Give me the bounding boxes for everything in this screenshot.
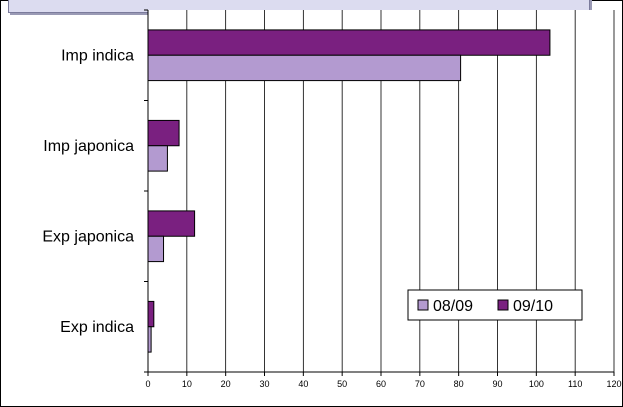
x-tick-label: 10 <box>182 379 192 389</box>
bar-08-09 <box>147 235 165 263</box>
x-tick-label: 90 <box>492 379 502 389</box>
bar-09-10 <box>147 29 551 56</box>
x-tick-label: 110 <box>568 379 582 389</box>
x-tick-label: 20 <box>221 379 231 389</box>
bar-08-09 <box>147 145 168 172</box>
x-tick-label: 70 <box>415 379 425 389</box>
bar-09-10 <box>147 210 196 237</box>
x-tick-label: 80 <box>454 379 464 389</box>
category-label: Imp indica <box>61 47 134 64</box>
bar-09-10 <box>147 300 155 328</box>
bar-09-10 <box>147 119 180 147</box>
x-tick-label: 40 <box>298 379 308 389</box>
legend-box <box>407 289 583 321</box>
x-tick-label: 30 <box>259 379 269 389</box>
legend: 08/09 09/10 <box>407 289 583 321</box>
x-tick-label: 100 <box>529 379 544 389</box>
bar-08-09 <box>147 54 462 82</box>
legend-label: 09/10 <box>513 298 553 315</box>
bars <box>147 29 551 353</box>
legend-swatch <box>497 299 509 311</box>
category-label: Imp japonica <box>43 138 134 155</box>
legend-label: 08/09 <box>433 298 473 315</box>
x-tick-label: 50 <box>337 379 347 389</box>
x-tick-label: 0 <box>145 379 150 389</box>
legend-swatch <box>417 299 429 311</box>
x-tick-label: 60 <box>376 379 386 389</box>
category-label: Exp japonica <box>42 228 134 245</box>
y-axis: Imp indica Imp japonica Exp japonica Exp in… <box>42 9 149 373</box>
x-tick-label: 120 <box>606 379 621 389</box>
category-label: Exp indica <box>60 319 134 336</box>
x-axis: 0 10 20 30 40 50 60 70 80 90 100 110 120 <box>145 371 622 389</box>
